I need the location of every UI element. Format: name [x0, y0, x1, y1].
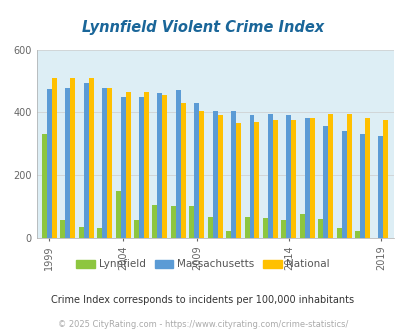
- Bar: [322, 126, 327, 238]
- Bar: [359, 134, 364, 238]
- Bar: [346, 114, 351, 238]
- Bar: [139, 96, 144, 238]
- Bar: [281, 220, 286, 238]
- Bar: [180, 103, 185, 238]
- Bar: [377, 136, 382, 238]
- Bar: [212, 111, 217, 238]
- Bar: [83, 83, 89, 238]
- Bar: [286, 115, 291, 238]
- Bar: [272, 120, 277, 238]
- Bar: [120, 96, 125, 238]
- Bar: [97, 228, 102, 238]
- Bar: [341, 131, 346, 238]
- Bar: [70, 78, 75, 238]
- Bar: [42, 134, 47, 238]
- Bar: [134, 220, 139, 238]
- Bar: [267, 115, 272, 238]
- Bar: [171, 206, 175, 238]
- Bar: [102, 88, 107, 238]
- Bar: [115, 191, 120, 238]
- Bar: [157, 93, 162, 238]
- Bar: [327, 114, 333, 238]
- Bar: [249, 115, 254, 238]
- Bar: [291, 120, 296, 238]
- Bar: [230, 111, 235, 238]
- Bar: [382, 120, 388, 238]
- Legend: Lynnfield, Massachusetts, National: Lynnfield, Massachusetts, National: [72, 255, 333, 274]
- Text: © 2025 CityRating.com - https://www.cityrating.com/crime-statistics/: © 2025 CityRating.com - https://www.city…: [58, 320, 347, 329]
- Bar: [175, 90, 180, 238]
- Bar: [217, 115, 222, 238]
- Bar: [162, 95, 167, 238]
- Bar: [125, 92, 130, 238]
- Bar: [60, 220, 65, 238]
- Text: Crime Index corresponds to incidents per 100,000 inhabitants: Crime Index corresponds to incidents per…: [51, 295, 354, 305]
- Bar: [299, 214, 304, 238]
- Bar: [254, 121, 259, 238]
- Bar: [65, 88, 70, 238]
- Bar: [309, 118, 314, 238]
- Bar: [47, 89, 52, 238]
- Bar: [244, 217, 249, 238]
- Bar: [364, 118, 369, 238]
- Bar: [262, 218, 267, 238]
- Bar: [189, 206, 194, 238]
- Bar: [235, 123, 241, 238]
- Bar: [144, 92, 149, 238]
- Bar: [354, 231, 359, 238]
- Bar: [226, 231, 230, 238]
- Bar: [336, 228, 341, 238]
- Bar: [107, 88, 112, 238]
- Bar: [304, 118, 309, 238]
- Bar: [199, 111, 204, 238]
- Bar: [152, 205, 157, 238]
- Bar: [52, 78, 57, 238]
- Text: Lynnfield Violent Crime Index: Lynnfield Violent Crime Index: [82, 20, 323, 35]
- Bar: [194, 103, 199, 238]
- Bar: [318, 219, 322, 238]
- Bar: [79, 227, 83, 238]
- Bar: [207, 217, 212, 238]
- Bar: [89, 78, 94, 238]
